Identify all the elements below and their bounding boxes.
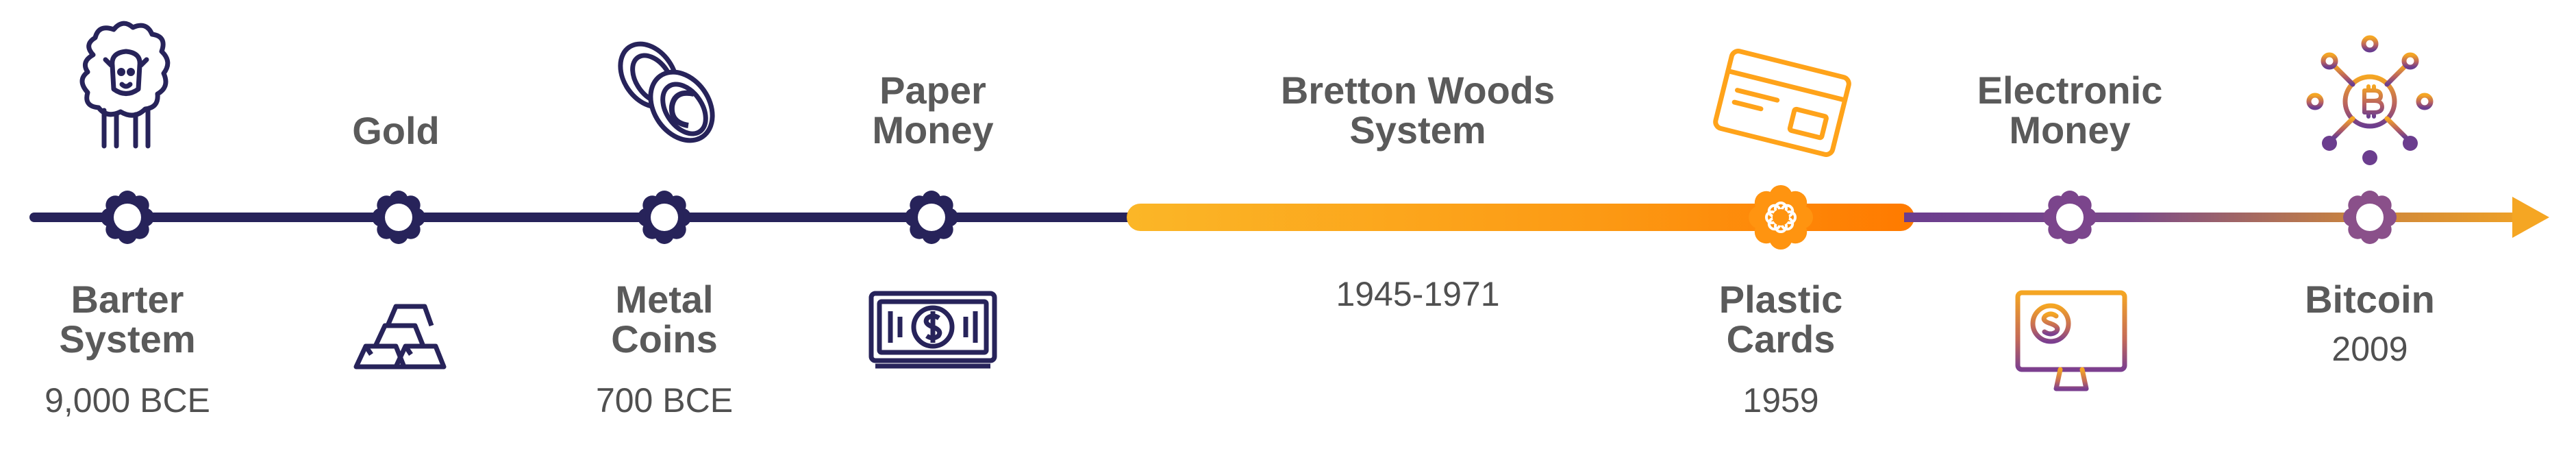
computer-monitor-dollar-icon	[2015, 290, 2127, 393]
event-name-paper-money: Paper Money	[872, 69, 994, 152]
event-name-plastic-cards: Plastic Cards	[1718, 278, 1843, 361]
event-date-barter-system: 9,000 BCE	[45, 381, 210, 420]
event-name-barter-system: Barter System	[59, 278, 196, 361]
banknote-icon	[868, 291, 997, 369]
marker-metal-coins	[638, 191, 691, 244]
event-date-bitcoin: 2009	[2331, 330, 2408, 368]
marker-gold	[372, 191, 425, 244]
coins-icon	[618, 41, 715, 143]
event-date-metal-coins: 700 BCE	[595, 381, 734, 420]
event-name-bretton-woods: Bretton Woods System	[1280, 69, 1555, 152]
marker-electronic-money	[2043, 191, 2097, 244]
marker-paper-money	[905, 191, 958, 244]
event-name-bitcoin: Bitcoin	[2305, 278, 2435, 321]
marker-bitcoin	[2343, 191, 2397, 244]
gold-bars-icon	[353, 304, 447, 370]
event-name-electronic-money: Electronic Money	[1977, 69, 2163, 152]
marker-barter-system	[101, 191, 154, 244]
event-date-plastic-cards: 1959	[1742, 381, 1819, 420]
marker-plastic-cards	[1749, 185, 1813, 250]
event-date-bretton-woods: 1945-1971	[1336, 275, 1500, 313]
arrow-head-icon	[2512, 197, 2549, 238]
bitcoin-network-icon	[2306, 35, 2434, 165]
event-name-gold: Gold	[352, 109, 440, 152]
event-name-metal-coins: Metal Coins	[611, 278, 718, 361]
credit-card-icon	[1713, 49, 1851, 157]
sheep-icon	[79, 21, 171, 149]
